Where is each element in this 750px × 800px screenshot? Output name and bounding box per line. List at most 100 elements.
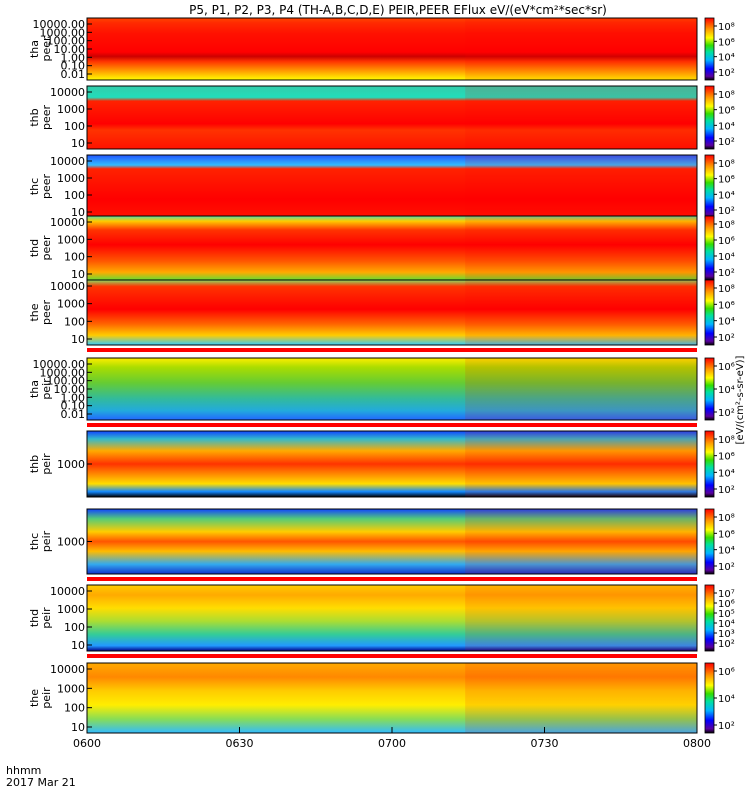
colorbar-tick-label: 10⁶ [718, 300, 735, 311]
colorbar-tick-label: 10⁸ [718, 513, 735, 524]
colorbar [704, 508, 715, 575]
colorbar-tick-label: 10⁴ [718, 252, 735, 263]
y-tick-label: 1000 [57, 536, 85, 549]
colorbar-tick-label: 10⁴ [718, 385, 735, 396]
y-tick-label: 1.00 [61, 391, 86, 404]
heatmap-body [87, 509, 697, 574]
y-tick-label: 10000 [50, 86, 85, 99]
colorbar-tick-label: 10⁸ [718, 159, 735, 170]
y-tick-label: 10000 [50, 280, 85, 293]
colorbar-tick-label: 10⁴ [718, 694, 735, 705]
colorbar-tick-label: 10⁶ [718, 599, 735, 610]
time-tick-label: 0630 [226, 737, 254, 750]
heatmap-late-interval-overlay [465, 18, 697, 80]
colorbar-tick-label: 10³ [718, 629, 735, 640]
y-tick-label: 10 [71, 137, 85, 150]
colorbar-tick-label: 10⁷ [718, 589, 735, 600]
colorbar [704, 584, 715, 652]
y-tick-label: 1000 [57, 458, 85, 471]
colorbar-tick-label: 10⁴ [718, 121, 735, 132]
colorbar-tick-label: 10⁶ [718, 362, 735, 373]
time-tick-label: 0730 [531, 737, 559, 750]
colorbar [704, 357, 715, 421]
colorbar-tick-label: 10² [718, 639, 735, 650]
colorbar [704, 279, 715, 346]
heatmap-late-interval-overlay [465, 358, 697, 420]
y-tick-label: 100 [64, 621, 85, 634]
colorbar-tick-label: 10⁴ [718, 619, 735, 630]
y-tick-label: 10000 [50, 155, 85, 168]
quality-flag-bar [87, 348, 697, 352]
panel-frame [86, 279, 698, 346]
panel-frame [86, 584, 698, 652]
y-tick-label: 10 [71, 333, 85, 346]
colorbar-tick-label: 10⁸ [718, 220, 735, 231]
y-tick-label: 1000 [57, 233, 85, 246]
y-tick-label: 1000.00 [40, 26, 86, 39]
colorbar [704, 215, 715, 281]
panel-thc-peer: 10000 1000 100 10 thcpeer 10⁸ 10⁶ 10⁴ 10² [28, 154, 735, 219]
heatmap-late-interval-overlay [465, 155, 697, 218]
quality-flag-bar [87, 577, 697, 581]
quality-flag-bar [87, 423, 697, 427]
y-tick-label: 10.00 [54, 43, 86, 56]
panel-the-peir: 10000 1000 100 10 thepeir 10⁶ 10⁴ 10² [28, 662, 735, 734]
colorbar [704, 662, 715, 734]
colorbar-tick-label: 10⁶ [718, 236, 735, 247]
y-tick-label: 10000 [50, 216, 85, 229]
heatmap-body [87, 585, 697, 651]
colorbar-tick-label: 10⁸ [718, 284, 735, 295]
y-tick-label: 1000.00 [40, 366, 86, 379]
y-tick-label: 0.01 [61, 68, 86, 81]
y-tick-label: 1000 [57, 298, 85, 311]
y-tick-label: 10 [71, 639, 85, 652]
colorbar [704, 430, 715, 498]
heatmap-body [87, 280, 697, 345]
time-axis: 0600 0630 0700 0730 0800 [73, 727, 711, 750]
colorbar-tick-label: 10⁴ [718, 546, 735, 557]
colorbar-tick-label: 10² [718, 268, 735, 279]
colorbar-tick-label: 10² [718, 68, 735, 79]
y-tick-label: 10 [71, 268, 85, 281]
colorbar-tick-label: 10² [718, 137, 735, 148]
colorbar-tick-label: 10⁵ [718, 609, 735, 620]
colorbar-tick-label: 10⁶ [718, 529, 735, 540]
y-axis-label: thcpeir [28, 530, 53, 552]
y-axis-label: thdpeir [28, 607, 53, 629]
panel-thd-peer: 10000 1000 100 10 thdpeer 10⁸ 10⁶ 10⁴ 10² [28, 215, 735, 281]
y-tick-label: 10000.00 [33, 18, 86, 31]
y-tick-label: 10000 [50, 663, 85, 676]
y-tick-label: 1000 [57, 682, 85, 695]
y-axis-label: thbpeir [28, 453, 53, 475]
heatmap-body [87, 358, 697, 420]
y-tick-label: 100 [64, 120, 85, 133]
y-tick-label: 10000 [50, 585, 85, 598]
y-tick-label: 10000.00 [33, 358, 86, 371]
colorbar-tick-label: 10² [718, 206, 735, 217]
y-axis-label: thepeir [28, 687, 53, 709]
heatmap-body [87, 431, 697, 497]
y-axis-label: thapeer [28, 36, 53, 62]
colorbar-tick-label: 10⁴ [718, 317, 735, 328]
colorbar-tick-label: 10⁶ [718, 37, 735, 48]
colorbar-tick-label: 10⁶ [718, 452, 735, 463]
colorbar-tick-label: 10² [718, 333, 735, 344]
y-tick-label: 100 [64, 702, 85, 715]
panel-thb-peer: 10000 1000 100 10 thbpeer 10⁸ 10⁶ 10⁴ 10² [28, 85, 735, 150]
y-tick-label: 10 [71, 721, 85, 734]
y-tick-label: 100 [64, 315, 85, 328]
y-tick-label: 10.00 [54, 383, 86, 396]
y-axis-label: thbpeer [28, 105, 53, 131]
y-tick-label: 0.10 [61, 400, 86, 413]
y-tick-label: 10 [71, 206, 85, 219]
colorbar [704, 85, 715, 150]
heatmap-late-interval-overlay [465, 86, 697, 149]
y-tick-label: 100 [64, 251, 85, 264]
time-axis-date-label: 2017 Mar 21 [6, 776, 76, 789]
panel-thc-peir: 1000 thcpeir 10⁸ 10⁶ 10⁴ 10² [28, 508, 735, 581]
colorbar-tick-label: 10⁴ [718, 468, 735, 479]
panel-frame [86, 85, 698, 150]
